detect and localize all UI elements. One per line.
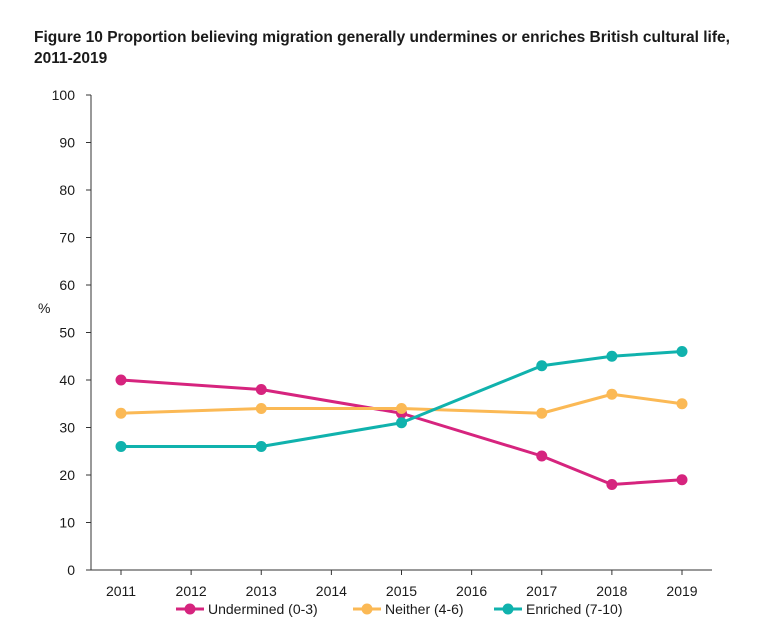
y-tick-label: 70 <box>59 230 75 246</box>
legend-swatch-marker <box>184 603 196 615</box>
data-point <box>536 360 548 372</box>
legend-label: Undermined (0-3) <box>208 601 318 617</box>
legend-item-enriched[interactable]: Enriched (7-10) <box>494 601 623 617</box>
y-tick-label: 50 <box>59 325 75 341</box>
x-tick-label: 2015 <box>386 583 417 599</box>
series-undermined <box>115 374 688 490</box>
legend-item-undermined[interactable]: Undermined (0-3) <box>176 601 318 617</box>
x-tick-label: 2017 <box>526 583 557 599</box>
data-point <box>536 450 548 462</box>
series-line <box>120 378 683 486</box>
x-tick-label: 2014 <box>316 583 347 599</box>
data-point <box>606 479 618 490</box>
data-point <box>396 417 407 429</box>
data-point <box>676 398 688 410</box>
x-tick-label: 2012 <box>176 583 207 599</box>
legend[interactable]: Undermined (0-3) Neither (4-6) Enriched (7… <box>176 601 623 617</box>
data-point <box>676 346 688 357</box>
x-tick-label: 2018 <box>596 583 627 599</box>
legend-swatch-marker <box>502 603 514 615</box>
data-point <box>115 441 127 452</box>
y-axis-ticks: 0 10 20 30 40 50 60 70 80 90 100 <box>52 87 91 578</box>
data-point <box>115 374 127 386</box>
legend-label: Neither (4-6) <box>385 601 464 617</box>
y-tick-label: 30 <box>59 420 75 436</box>
chart-title: Figure 10 Proportion believing migration… <box>34 29 730 67</box>
y-tick-label: 60 <box>59 277 75 293</box>
x-tick-label: 2013 <box>246 583 277 599</box>
x-tick-label: 2019 <box>666 583 697 599</box>
data-point <box>255 441 267 452</box>
y-axis-label: % <box>38 300 50 316</box>
y-tick-label: 20 <box>59 467 75 483</box>
series-line <box>120 392 683 415</box>
legend-swatch-marker <box>361 603 373 615</box>
y-tick-label: 0 <box>67 562 75 578</box>
data-point <box>676 474 688 486</box>
legend-label: Enriched (7-10) <box>526 601 623 617</box>
data-point <box>396 403 407 414</box>
legend-item-neither[interactable]: Neither (4-6) <box>353 601 464 617</box>
data-point <box>536 407 548 419</box>
y-tick-label: 40 <box>59 372 75 388</box>
series-enriched <box>115 346 688 452</box>
x-axis-ticks: 2011 2012 2013 2014 2015 2016 2017 2018 2019 <box>106 570 698 599</box>
x-tick-label: 2011 <box>106 583 136 599</box>
series-neither <box>115 388 688 419</box>
y-tick-label: 10 <box>59 515 75 531</box>
y-tick-label: 100 <box>52 87 76 103</box>
data-point <box>606 388 618 400</box>
data-point <box>255 384 267 395</box>
data-point <box>606 350 618 362</box>
x-tick-label: 2016 <box>456 583 487 599</box>
axes <box>90 95 712 571</box>
y-tick-label: 90 <box>59 135 75 151</box>
y-tick-label: 80 <box>59 182 75 198</box>
data-point <box>115 407 127 419</box>
series-group <box>115 346 688 490</box>
data-point <box>255 403 267 414</box>
series-line <box>121 350 683 448</box>
